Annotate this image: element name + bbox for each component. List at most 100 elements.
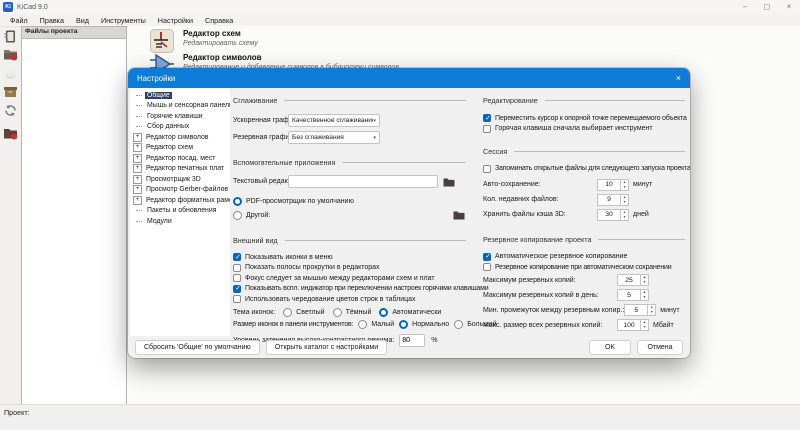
cancel-button[interactable]: Отмена bbox=[637, 339, 683, 355]
menu-preferences[interactable]: Настройки bbox=[157, 15, 194, 25]
tree-item-plugins[interactable]: Модули bbox=[130, 216, 230, 227]
radio-icon[interactable] bbox=[358, 320, 368, 329]
max-total-backup-size-spinner[interactable]: 100 ▴ ▾ bbox=[617, 319, 649, 331]
tree-item-general[interactable]: Общие bbox=[130, 90, 230, 101]
section-project-backup: Резервное копирование проекта bbox=[483, 235, 685, 244]
check-backup-on-autosave[interactable]: Резервное копирование при автоматическом… bbox=[483, 263, 685, 271]
check-remember-open-files[interactable]: Запоминать открытые файлы для следующего… bbox=[483, 164, 690, 173]
radio-icon[interactable] bbox=[233, 210, 242, 220]
tree-item-footprint-editor[interactable]: Редактор посад. мест bbox=[130, 153, 230, 164]
check-striped-rows[interactable]: Использовать чередование цветов строк в … bbox=[233, 295, 466, 303]
close-button[interactable]: × bbox=[786, 2, 792, 11]
check-warp-cursor[interactable]: Переместить курсор к опорной точке перем… bbox=[483, 114, 687, 122]
project-tree[interactable] bbox=[21, 38, 127, 408]
tree-item-mouse[interactable]: Мышь и сенсорная панель bbox=[130, 101, 230, 112]
expand-icon[interactable] bbox=[133, 132, 142, 142]
expand-icon[interactable] bbox=[133, 185, 142, 195]
spin-arrows-icon[interactable]: ▴ ▾ bbox=[640, 289, 649, 301]
tree-item-gerber-viewer[interactable]: Просмотр Gerber-файлов bbox=[130, 185, 230, 196]
checkbox-icon[interactable] bbox=[233, 274, 241, 282]
tree-item-symbol-editor[interactable]: Редактор символов bbox=[130, 132, 230, 143]
check-hotkey-popup[interactable]: Показывать вспл. индикатор при переключе… bbox=[233, 284, 489, 293]
spin-arrows-icon[interactable]: ▴ ▾ bbox=[640, 319, 649, 331]
icon-theme-dark[interactable]: Тёмный bbox=[332, 308, 371, 317]
tree-item-packages-updates[interactable]: Пакеты и обновления bbox=[130, 206, 230, 217]
3d-cache-spinner[interactable]: 30 ▴ ▾ bbox=[597, 208, 629, 221]
max-backups-spinner[interactable]: 25 ▴ ▾ bbox=[617, 274, 649, 286]
radio-icon[interactable] bbox=[283, 308, 293, 317]
check-scrollbars[interactable]: Показать полосы прокрутки в редакторах bbox=[233, 263, 466, 272]
spin-arrows-icon[interactable]: ▴ ▾ bbox=[640, 274, 649, 286]
demo-project-icon[interactable] bbox=[3, 67, 18, 82]
fallback-graphics-select[interactable]: Без сглаживания ▾ bbox=[288, 131, 380, 144]
radio-icon[interactable] bbox=[379, 308, 389, 317]
menu-help[interactable]: Справка bbox=[205, 15, 234, 25]
spin-arrows-icon[interactable]: ▴ ▾ bbox=[647, 304, 657, 316]
browse-folder-icon[interactable] bbox=[452, 209, 466, 221]
max-backups-per-day-spinner[interactable]: 5 ▴ ▾ bbox=[617, 289, 649, 301]
refresh-icon[interactable] bbox=[3, 103, 18, 118]
archive-project-icon[interactable] bbox=[3, 84, 18, 99]
icon-theme-auto[interactable]: Автоматически bbox=[379, 308, 441, 317]
expand-icon[interactable] bbox=[133, 195, 142, 205]
menu-edit[interactable]: Правка bbox=[39, 15, 64, 25]
checkbox-icon[interactable] bbox=[483, 252, 492, 261]
autosave-spinner[interactable]: 10 ▴ ▾ bbox=[597, 178, 629, 191]
dialog-close-icon[interactable]: × bbox=[675, 72, 681, 83]
pdf-other-option[interactable]: Другой: bbox=[233, 209, 466, 221]
ok-button[interactable]: OK bbox=[589, 339, 631, 355]
browse-folder-icon[interactable] bbox=[442, 176, 456, 188]
spin-arrows-icon[interactable]: ▴ ▾ bbox=[620, 208, 629, 221]
radio-icon[interactable] bbox=[399, 320, 409, 329]
icon-size-large[interactable]: Большой bbox=[454, 320, 497, 329]
checkbox-icon[interactable] bbox=[233, 253, 242, 261]
icon-theme-light[interactable]: Светлый bbox=[283, 308, 325, 317]
checkbox-icon[interactable] bbox=[483, 124, 491, 133]
checkbox-icon[interactable] bbox=[233, 295, 241, 303]
expand-icon[interactable] bbox=[133, 174, 142, 184]
expand-icon[interactable] bbox=[133, 143, 142, 153]
reset-defaults-button[interactable]: Сбросить 'Общие' по умолчанию bbox=[135, 339, 260, 355]
icon-size-normal[interactable]: Нормально bbox=[399, 320, 449, 329]
checkbox-icon[interactable] bbox=[233, 284, 242, 293]
minimize-button[interactable]: – bbox=[742, 2, 748, 11]
open-settings-dir-button[interactable]: Открыть каталог с настройками bbox=[265, 339, 388, 355]
tree-item-schematic-editor[interactable]: Редактор схем bbox=[130, 143, 230, 154]
accel-graphics-select[interactable]: Качественное сглаживание ▾ bbox=[288, 114, 380, 127]
radio-icon[interactable] bbox=[233, 197, 242, 206]
check-icons-in-menus[interactable]: Показывать иконки в меню bbox=[233, 253, 466, 261]
recent-files-spinner[interactable]: 9 ▴ ▾ bbox=[597, 193, 629, 206]
tree-item-pcb-editor[interactable]: Редактор печатных плат bbox=[130, 164, 230, 175]
check-auto-backup[interactable]: Автоматическое резервное копирование bbox=[483, 252, 685, 261]
maximize-button[interactable]: ◻ bbox=[763, 2, 771, 11]
hc-dimming-input[interactable] bbox=[399, 334, 426, 347]
checkbox-icon[interactable] bbox=[483, 263, 491, 271]
open-folder-icon[interactable] bbox=[3, 125, 18, 140]
checkbox-icon[interactable] bbox=[483, 164, 491, 173]
tree-item-data-collection[interactable]: Сбор данных bbox=[130, 122, 230, 133]
expand-icon[interactable] bbox=[133, 164, 142, 174]
expand-icon[interactable] bbox=[133, 153, 142, 163]
open-project-icon[interactable] bbox=[3, 46, 18, 61]
tree-item-drawing-sheet-editor[interactable]: Редактор форматных рамок bbox=[130, 195, 230, 206]
spin-arrows-icon[interactable]: ▴ ▾ bbox=[620, 193, 629, 206]
tree-item-hotkeys[interactable]: Горячие клавиши bbox=[130, 111, 230, 122]
menu-tools[interactable]: Инструменты bbox=[100, 15, 146, 25]
checkbox-icon[interactable] bbox=[483, 114, 492, 122]
icon-size-small[interactable]: Малый bbox=[358, 320, 394, 329]
menu-file[interactable]: Файл bbox=[10, 15, 28, 25]
pdf-default-option[interactable]: PDF-просмотрщик по умолчанию bbox=[233, 197, 466, 206]
launcher-schematic-editor[interactable]: Редактор схем Редактировать схему bbox=[150, 29, 258, 53]
new-project-icon[interactable] bbox=[3, 29, 18, 44]
section-antialiasing: Сглаживание bbox=[233, 96, 466, 105]
min-backup-interval-spinner[interactable]: 5 ▴ ▾ bbox=[624, 304, 657, 316]
spin-arrows-icon[interactable]: ▴ ▾ bbox=[620, 178, 629, 191]
tree-item-3d-viewer[interactable]: Просмотрщик 3D bbox=[130, 174, 230, 185]
radio-icon[interactable] bbox=[332, 308, 342, 317]
menu-view[interactable]: Вид bbox=[75, 15, 89, 25]
check-focus-follows-mouse[interactable]: Фокус следует за мышью между редакторами… bbox=[233, 274, 466, 282]
text-editor-input[interactable] bbox=[288, 175, 438, 188]
check-hotkey-selects-tool[interactable]: Горячая клавиша сначала выбирает инструм… bbox=[483, 124, 685, 133]
checkbox-icon[interactable] bbox=[233, 263, 241, 272]
radio-icon[interactable] bbox=[454, 320, 464, 329]
